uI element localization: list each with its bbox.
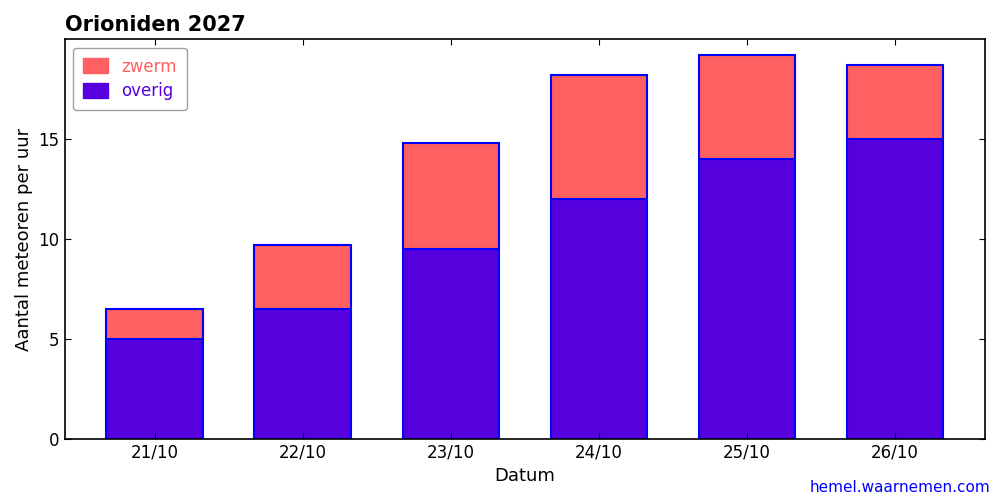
Bar [254, 309, 351, 438]
Bar [699, 56, 795, 159]
Bar [254, 245, 351, 309]
Bar [699, 159, 795, 438]
Text: Orioniden 2027: Orioniden 2027 [65, 15, 245, 35]
Bar [551, 76, 647, 199]
Bar [551, 199, 647, 438]
Y-axis label: Aantal meteoren per uur: Aantal meteoren per uur [15, 128, 33, 350]
Bar [403, 249, 499, 438]
Bar [847, 66, 943, 139]
Bar [106, 339, 203, 438]
X-axis label: Datum: Datum [494, 467, 555, 485]
Legend: zwerm, overig: zwerm, overig [73, 48, 187, 110]
Bar [403, 143, 499, 249]
Bar [847, 139, 943, 438]
Text: hemel.waarnemen.com: hemel.waarnemen.com [809, 480, 990, 495]
Bar [106, 309, 203, 339]
